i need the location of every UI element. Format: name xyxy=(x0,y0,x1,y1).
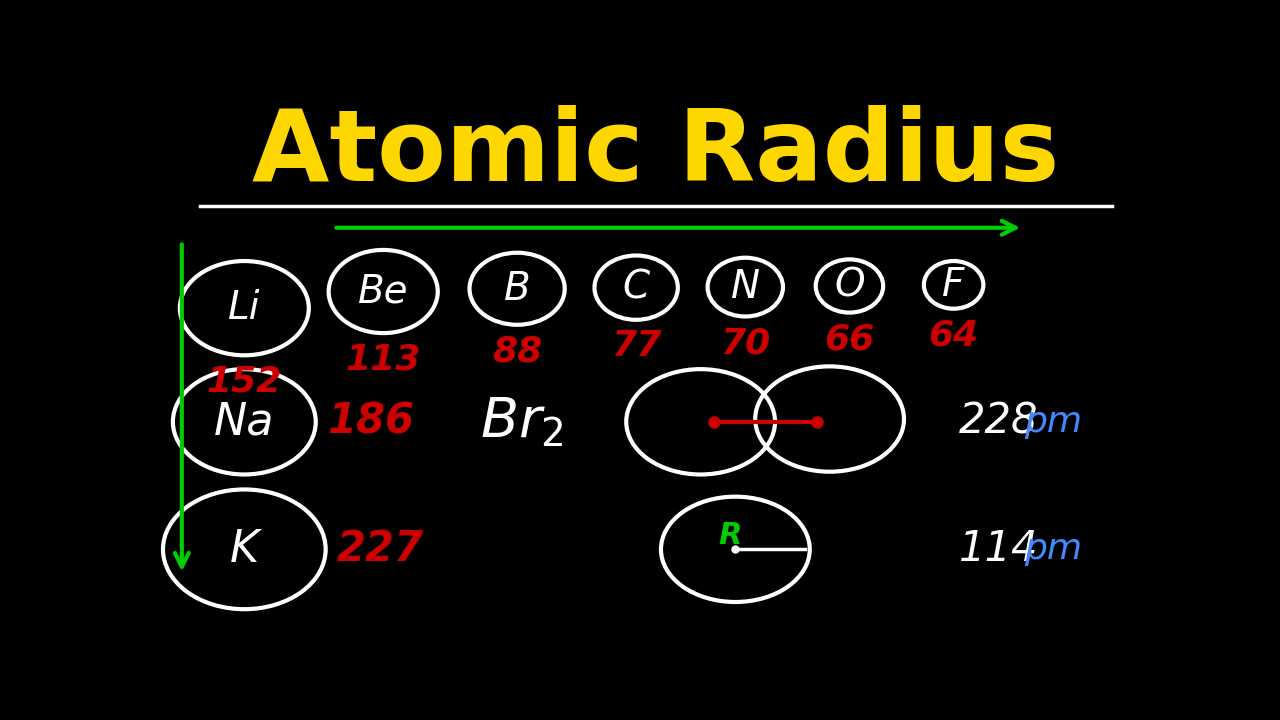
Text: 66: 66 xyxy=(824,323,874,356)
Text: K: K xyxy=(229,528,259,571)
Text: 114: 114 xyxy=(959,528,1038,570)
Text: O: O xyxy=(835,267,865,305)
Text: pm: pm xyxy=(1024,532,1082,567)
Text: 64: 64 xyxy=(928,318,979,352)
Text: Be: Be xyxy=(358,273,408,310)
Text: pm: pm xyxy=(1024,405,1082,438)
Text: 227: 227 xyxy=(337,528,424,570)
Text: 70: 70 xyxy=(721,326,771,360)
Text: 113: 113 xyxy=(346,343,421,377)
Text: 152: 152 xyxy=(206,365,282,399)
Text: Atomic Radius: Atomic Radius xyxy=(252,104,1060,202)
Text: Li: Li xyxy=(228,289,261,327)
Text: B: B xyxy=(504,270,530,307)
Text: $Br_2$: $Br_2$ xyxy=(480,395,564,449)
Text: 88: 88 xyxy=(492,334,543,369)
Text: 228: 228 xyxy=(959,401,1038,443)
Text: Na: Na xyxy=(214,400,275,444)
Text: R: R xyxy=(718,521,742,550)
Text: 77: 77 xyxy=(611,330,662,364)
Text: F: F xyxy=(942,266,965,304)
Text: N: N xyxy=(731,268,760,306)
Text: 186: 186 xyxy=(326,401,413,443)
Text: C: C xyxy=(622,269,650,307)
